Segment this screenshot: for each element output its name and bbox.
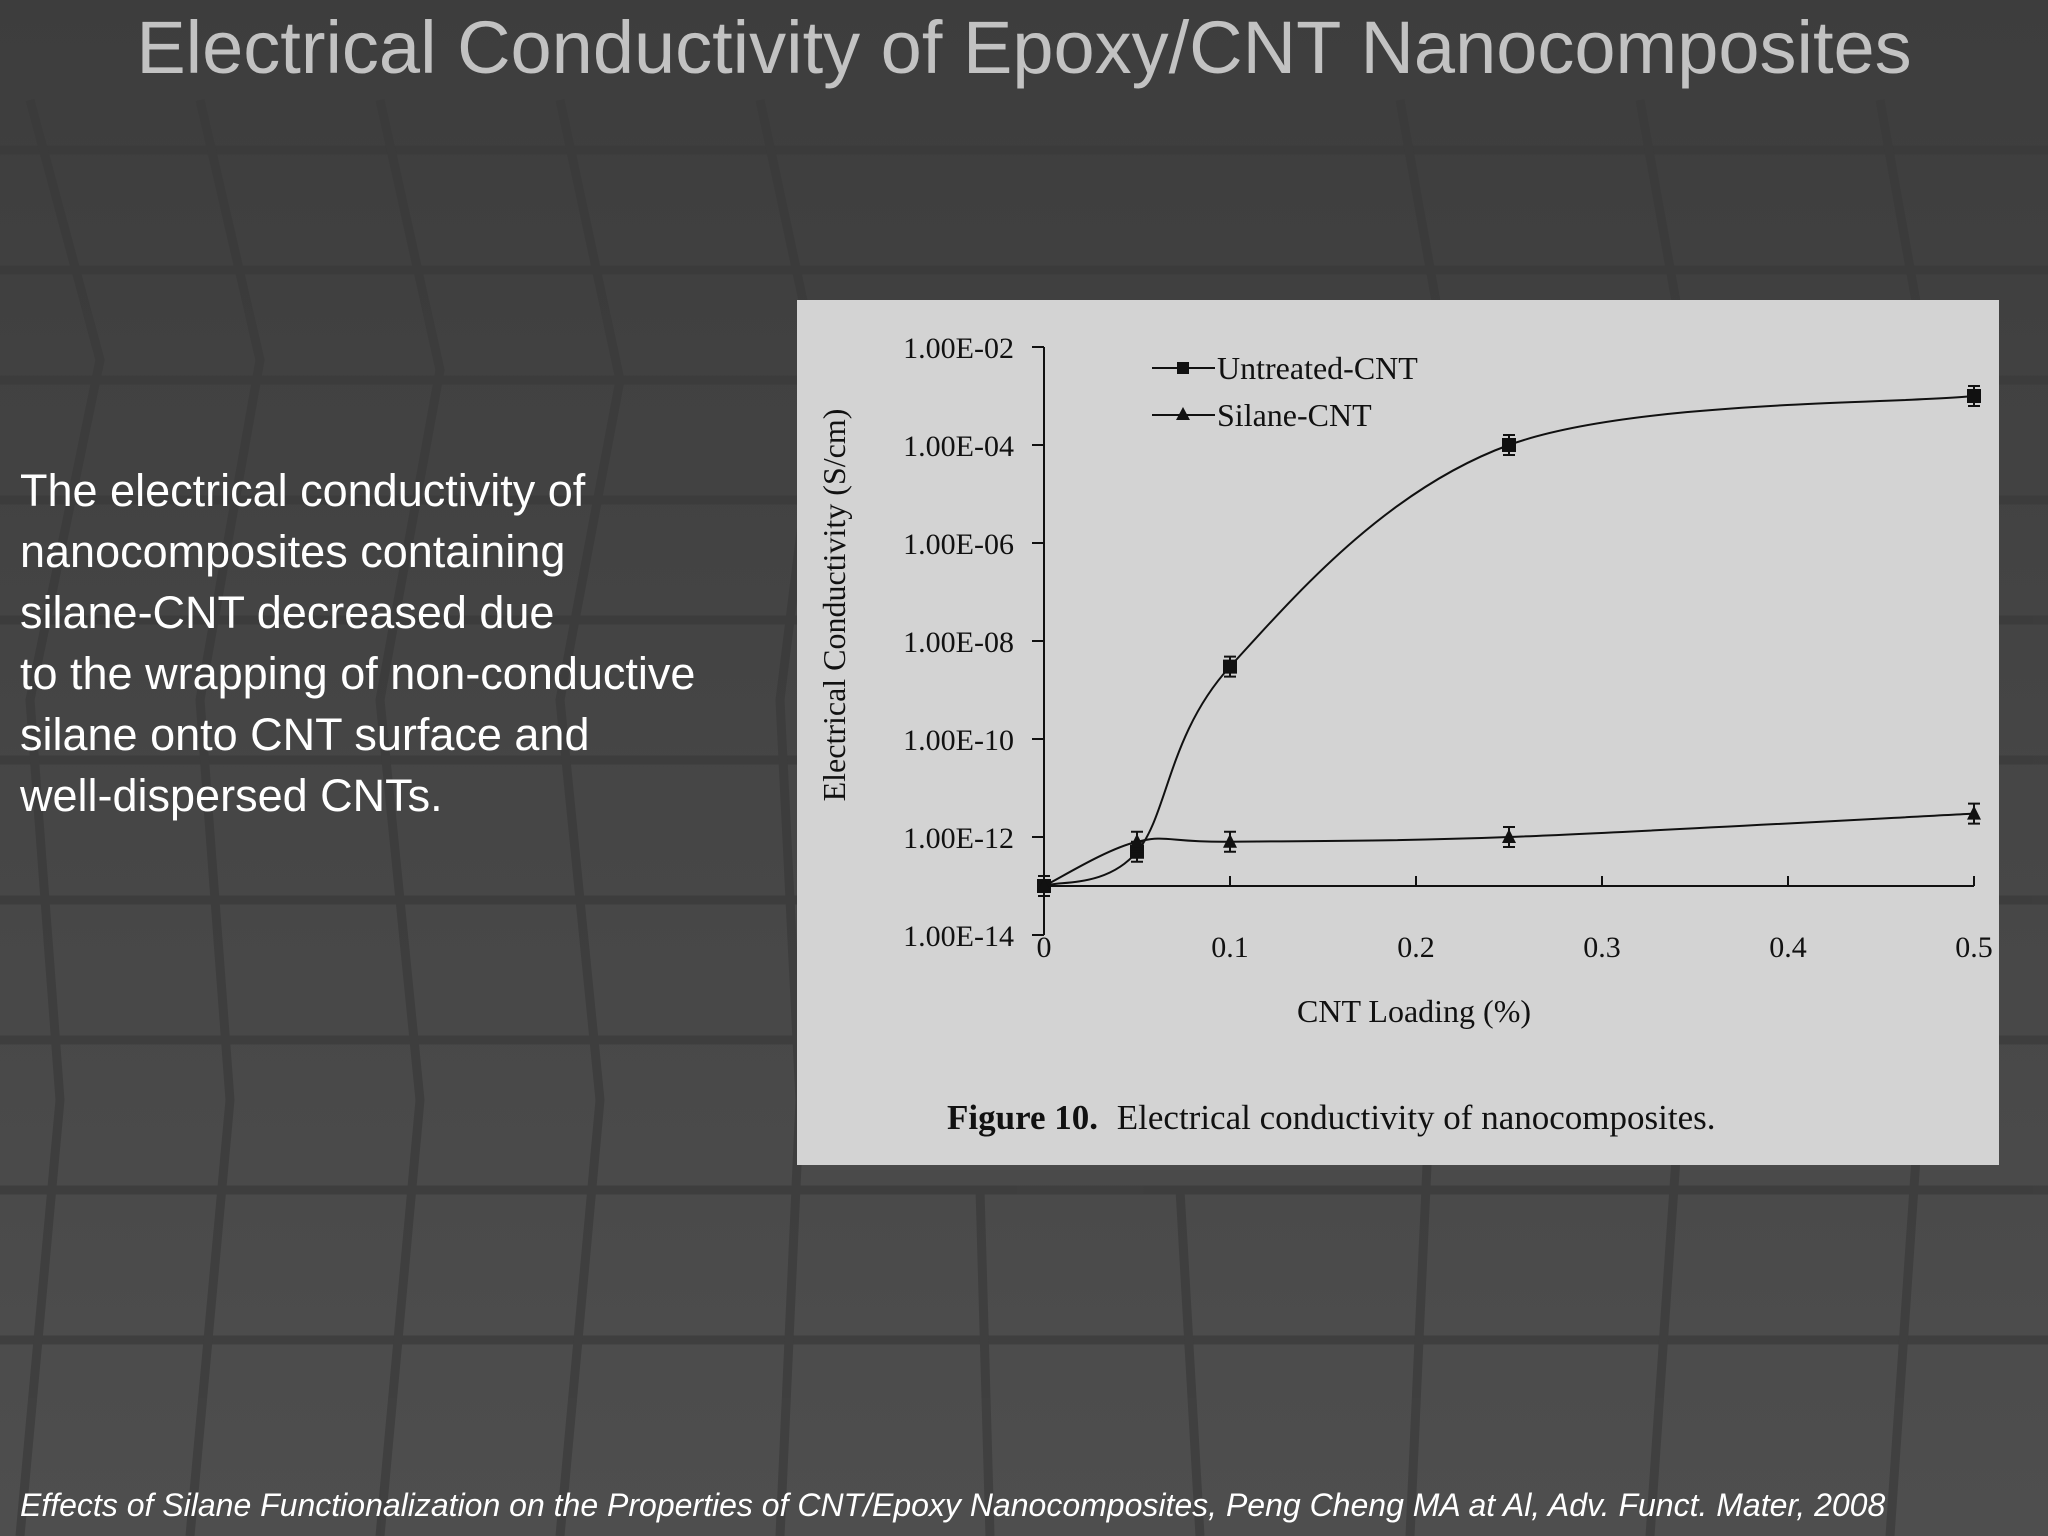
chart-ticks: 1.00E-02 1.00E-04 1.00E-06 1.00E-08 1.00E-10… xyxy=(903,332,1993,964)
series-line-untreated-cnt xyxy=(1043,395,1975,887)
y-tick-label: 1.00E-12 xyxy=(903,822,1014,855)
citation: Effects of Silane Functionalization on t… xyxy=(20,1487,1886,1523)
legend-marker-triangle xyxy=(1176,407,1190,420)
figure-panel: 1.00E-02 1.00E-04 1.00E-06 1.00E-08 1.00E-10… xyxy=(797,300,1999,1165)
x-tick-label: 0.3 xyxy=(1583,931,1621,964)
figure-caption-number: Figure 10. xyxy=(947,1098,1098,1137)
x-tick-label: 0 xyxy=(1037,931,1052,964)
slide-title: Electrical Conductivity of Epoxy/CNT Nan… xyxy=(136,6,1912,89)
x-tick-label: 0.4 xyxy=(1769,931,1807,964)
series-line-silane-cnt xyxy=(1043,812,1975,887)
chart-markers xyxy=(1037,385,1981,897)
chart-legend: Untreated-CNT Silane-CNT xyxy=(1152,350,1418,433)
data-point-triangle xyxy=(1502,829,1516,843)
y-tick-label: 1.00E-02 xyxy=(903,332,1014,365)
data-point-triangle xyxy=(1037,878,1051,892)
data-point-triangle xyxy=(1223,833,1237,848)
y-tick-label: 1.00E-10 xyxy=(903,724,1014,757)
x-tick-label: 0.1 xyxy=(1211,931,1249,964)
y-tick-label: 1.00E-14 xyxy=(903,920,1014,953)
data-point-square xyxy=(1502,438,1516,452)
legend-label: Silane-CNT xyxy=(1217,397,1372,433)
chart-series-lines xyxy=(1043,395,1975,887)
data-point-triangle xyxy=(1967,805,1981,820)
figure-caption-text: Electrical conductivity of nanocomposite… xyxy=(1117,1098,1716,1137)
x-tick-label: 0.2 xyxy=(1397,931,1435,964)
x-axis-label: CNT Loading (%) xyxy=(1297,993,1531,1029)
data-point-square xyxy=(1967,389,1981,403)
y-tick-label: 1.00E-06 xyxy=(903,528,1014,561)
figure-caption: Figure 10. Electrical conductivity of na… xyxy=(947,1098,1715,1137)
data-point-triangle xyxy=(1130,833,1144,848)
x-tick-label: 0.5 xyxy=(1955,931,1993,964)
y-axis-label: Electrical Conductivity (S/cm) xyxy=(816,409,852,802)
legend-label: Untreated-CNT xyxy=(1217,350,1418,386)
y-tick-label: 1.00E-04 xyxy=(903,430,1014,463)
body-text: The electrical conductivity of nanocompo… xyxy=(20,465,696,821)
conductivity-chart: 1.00E-02 1.00E-04 1.00E-06 1.00E-08 1.00E-10… xyxy=(816,332,1993,1137)
data-point-square xyxy=(1223,659,1237,674)
y-tick-label: 1.00E-08 xyxy=(903,626,1014,659)
legend-marker-square xyxy=(1177,362,1189,374)
